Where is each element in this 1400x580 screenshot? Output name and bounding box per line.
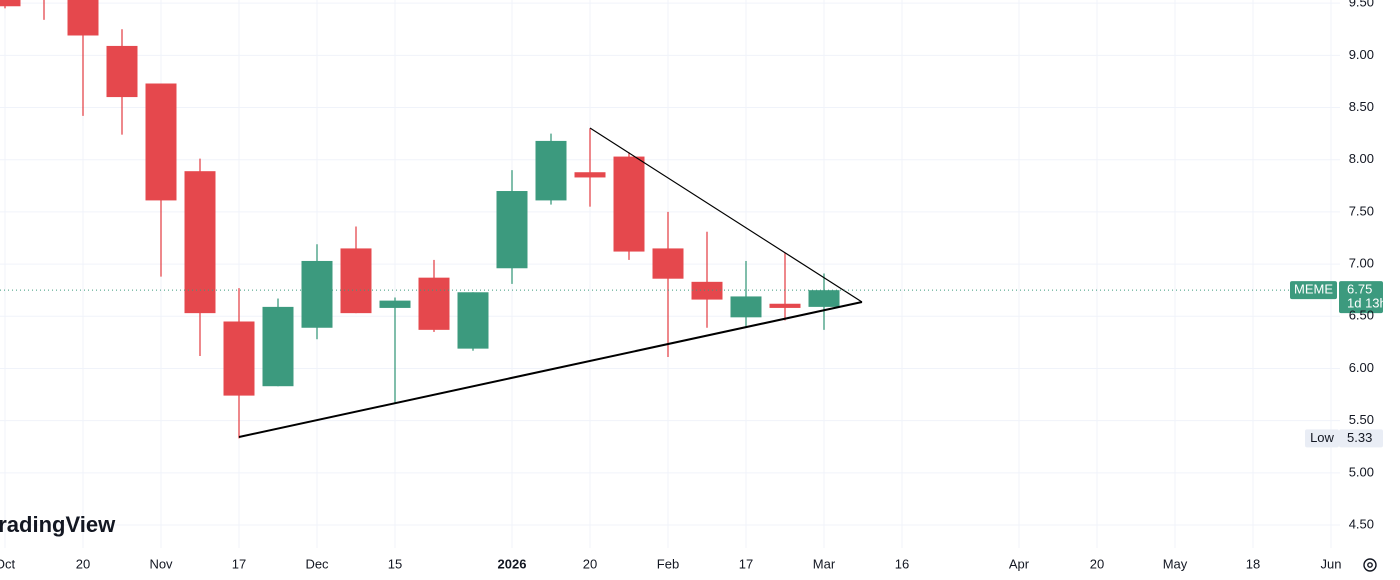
candle-body <box>106 45 138 98</box>
x-tick-label: Nov <box>149 556 173 571</box>
x-tick-label: 20 <box>583 556 597 571</box>
candle-body <box>496 191 528 269</box>
price-tag <box>1339 281 1383 314</box>
x-tick-label: 2026 <box>498 556 527 571</box>
candle-body <box>340 248 372 314</box>
x-tick-label: Apr <box>1009 556 1030 571</box>
last-price: 6.75 <box>1347 282 1372 297</box>
candle-body <box>808 290 840 307</box>
x-tick-label: 15 <box>388 556 402 571</box>
candle-body <box>535 140 567 201</box>
watermark: TradingView <box>0 512 116 537</box>
candle-body <box>301 260 333 328</box>
x-tick-label: Dec <box>305 556 329 571</box>
x-tick-label: 18 <box>1246 556 1260 571</box>
candle-body <box>730 296 762 318</box>
candle-body <box>457 292 489 349</box>
candle-body <box>145 83 177 201</box>
candles <box>0 0 840 439</box>
candle-body <box>418 277 450 330</box>
low-value: 5.33 <box>1347 430 1372 445</box>
candle-body <box>691 281 723 300</box>
x-tick-label: 20 <box>76 556 90 571</box>
countdown: 1d 13h <box>1347 296 1387 311</box>
candle-body <box>67 0 99 36</box>
candle-body <box>613 156 645 252</box>
candle-body <box>769 303 801 308</box>
y-tick-label: 8.00 <box>1349 151 1374 166</box>
candle-body <box>652 248 684 279</box>
x-tick-label: Jun <box>1321 556 1342 571</box>
x-tick-label: May <box>1163 556 1188 571</box>
x-tick-label: Oct <box>0 556 15 571</box>
y-tick-label: 6.50 <box>1349 308 1374 323</box>
x-tick-label: 17 <box>739 556 753 571</box>
candle-body <box>574 172 606 178</box>
low-value-tag <box>1339 429 1383 448</box>
candle-body <box>0 0 21 7</box>
y-tick-label: 7.00 <box>1349 256 1374 271</box>
x-tick-label: Mar <box>813 556 836 571</box>
candle-body <box>379 300 411 308</box>
y-tick-label: 5.00 <box>1349 464 1374 479</box>
candle-body <box>223 321 255 396</box>
support-line <box>238 301 863 438</box>
x-tick-label: 16 <box>895 556 909 571</box>
y-tick-label: 9.50 <box>1349 0 1374 10</box>
trend-lines <box>238 127 863 438</box>
x-tick-label: Feb <box>657 556 679 571</box>
y-tick-label: 6.00 <box>1349 360 1374 375</box>
y-tick-label: 4.50 <box>1349 516 1374 531</box>
x-tick-label: 17 <box>232 556 246 571</box>
low-label: Low <box>1310 430 1334 445</box>
y-tick-label: 9.00 <box>1349 47 1374 62</box>
resistance-line <box>589 127 863 303</box>
candle-body <box>262 306 294 387</box>
low-tag <box>1305 429 1339 448</box>
symbol-name: MEME <box>1294 282 1333 297</box>
y-tick-label: 5.50 <box>1349 412 1374 427</box>
y-tick-label: 8.50 <box>1349 99 1374 114</box>
y-tick-label: 7.50 <box>1349 203 1374 218</box>
candle-body <box>184 171 216 314</box>
x-tick-label: 20 <box>1090 556 1104 571</box>
symbol-tag <box>1290 281 1337 300</box>
settings-icon[interactable] <box>1363 558 1377 572</box>
